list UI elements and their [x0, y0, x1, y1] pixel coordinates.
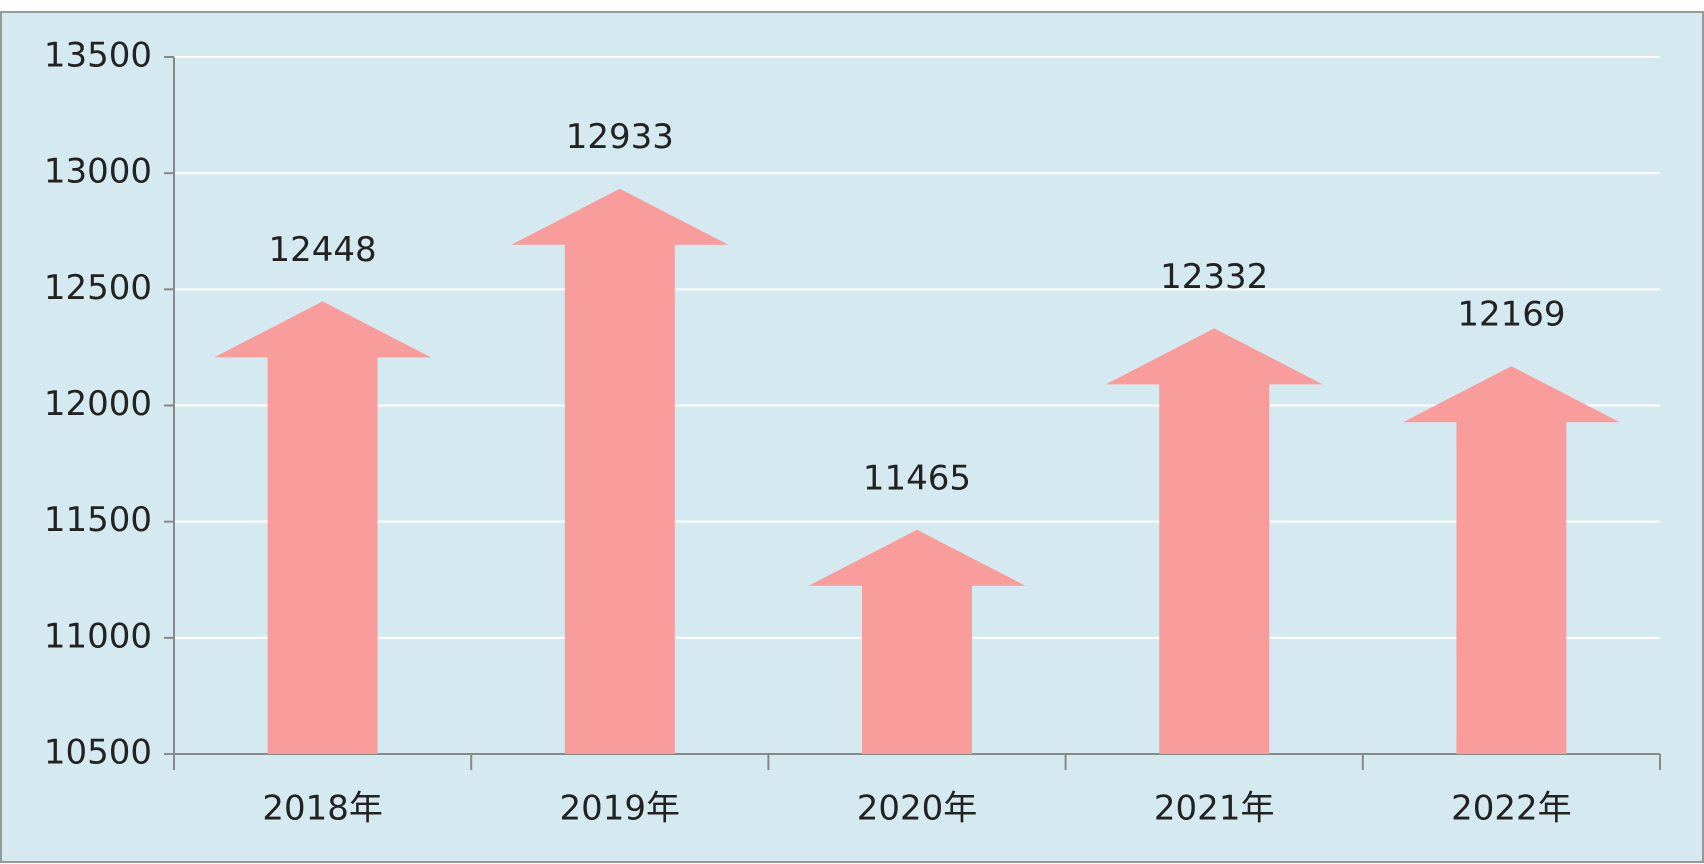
value-label: 11465: [863, 458, 971, 498]
arrow-bar: [808, 529, 1026, 754]
arrow-bar: [1402, 366, 1620, 754]
value-label: 12448: [269, 230, 377, 270]
y-tick-label: 11000: [44, 616, 152, 656]
y-tick-label: 12000: [44, 384, 152, 424]
y-tick-label: 12500: [44, 268, 152, 308]
value-label: 12933: [566, 117, 674, 157]
arrow-bar: [1105, 328, 1323, 754]
x-tick-label: 2022年: [1451, 789, 1572, 829]
x-tick-label: 2021年: [1154, 789, 1275, 829]
x-tick-label: 2019年: [560, 789, 681, 829]
y-tick-label: 11500: [44, 500, 152, 540]
arrow-bar: [214, 301, 432, 754]
arrow-bar: [511, 188, 729, 754]
chart-background: [0, 11, 1704, 863]
y-tick-label: 13000: [44, 152, 152, 192]
y-tick-label: 13500: [44, 36, 152, 76]
y-tick-label: 10500: [44, 733, 152, 773]
value-label: 12332: [1160, 257, 1268, 297]
x-tick-label: 2020年: [857, 789, 978, 829]
x-tick-label: 2018年: [262, 789, 383, 829]
value-label: 12169: [1457, 295, 1565, 335]
